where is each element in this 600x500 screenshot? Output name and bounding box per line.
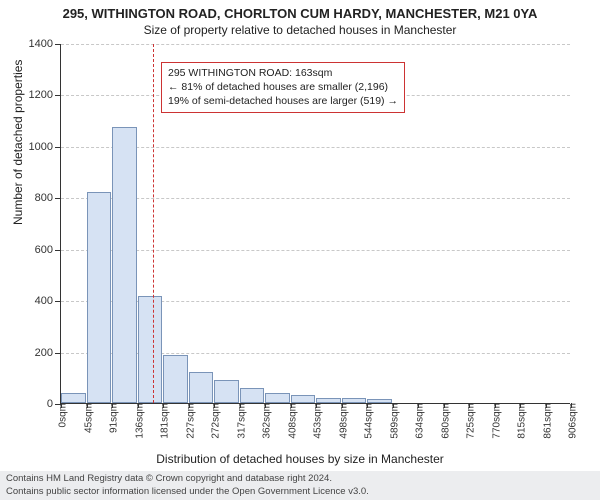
x-tick-label: 589sqm [385, 403, 400, 439]
x-tick-label: 725sqm [462, 403, 477, 439]
annotation-box: 295 WITHINGTON ROAD: 163sqm ← 81% of det… [161, 62, 405, 113]
x-tick-label: 181sqm [156, 403, 171, 439]
histogram-bar [112, 127, 137, 403]
annotation-line-2: ← 81% of detached houses are smaller (2,… [168, 80, 398, 94]
x-tick-label: 91sqm [105, 403, 120, 433]
y-tick-label: 600 [35, 244, 61, 256]
y-tick-label: 1000 [29, 141, 61, 153]
histogram-bar [189, 372, 214, 403]
grid-line [61, 44, 570, 45]
grid-line [61, 147, 570, 148]
x-tick-label: 453sqm [309, 403, 324, 439]
page-title: 295, WITHINGTON ROAD, CHORLTON CUM HARDY… [0, 0, 600, 21]
x-axis-title: Distribution of detached houses by size … [0, 452, 600, 466]
histogram-bar [291, 395, 316, 403]
y-tick-label: 800 [35, 192, 61, 204]
grid-line [61, 198, 570, 199]
annotation-line-1: 295 WITHINGTON ROAD: 163sqm [168, 66, 398, 80]
y-axis-title: Number of detached properties [11, 60, 25, 225]
x-tick-label: 770sqm [487, 403, 502, 439]
x-tick-label: 0sqm [54, 403, 69, 427]
histogram-chart: 02004006008001000120014000sqm45sqm91sqm1… [60, 44, 570, 404]
page-subtitle: Size of property relative to detached ho… [0, 21, 600, 37]
x-tick-label: 634sqm [411, 403, 426, 439]
x-tick-label: 815sqm [513, 403, 528, 439]
x-tick-label: 680sqm [436, 403, 451, 439]
x-tick-label: 906sqm [564, 403, 579, 439]
y-tick-label: 400 [35, 295, 61, 307]
histogram-bar [214, 380, 239, 403]
x-tick-label: 317sqm [232, 403, 247, 439]
y-tick-label: 1400 [29, 38, 61, 50]
x-tick-label: 362sqm [258, 403, 273, 439]
x-tick-label: 272sqm [207, 403, 222, 439]
x-tick-label: 136sqm [130, 403, 145, 439]
grid-line [61, 250, 570, 251]
annotation-line-3: 19% of semi-detached houses are larger (… [168, 94, 398, 108]
x-tick-label: 408sqm [283, 403, 298, 439]
histogram-bar [240, 388, 265, 403]
x-tick-label: 227sqm [181, 403, 196, 439]
histogram-bar [87, 192, 112, 403]
x-tick-label: 861sqm [538, 403, 553, 439]
y-tick-label: 1200 [29, 89, 61, 101]
x-tick-label: 45sqm [79, 403, 94, 433]
histogram-bar [265, 393, 290, 403]
histogram-bar [138, 296, 163, 403]
histogram-bar [61, 393, 86, 403]
footer-line-2: Contains public sector information licen… [6, 486, 594, 498]
license-footer: Contains HM Land Registry data © Crown c… [0, 471, 600, 500]
reference-line [153, 44, 154, 403]
footer-line-1: Contains HM Land Registry data © Crown c… [6, 473, 594, 485]
histogram-bar [163, 355, 188, 403]
x-tick-label: 544sqm [360, 403, 375, 439]
y-tick-label: 200 [35, 347, 61, 359]
x-tick-label: 498sqm [334, 403, 349, 439]
